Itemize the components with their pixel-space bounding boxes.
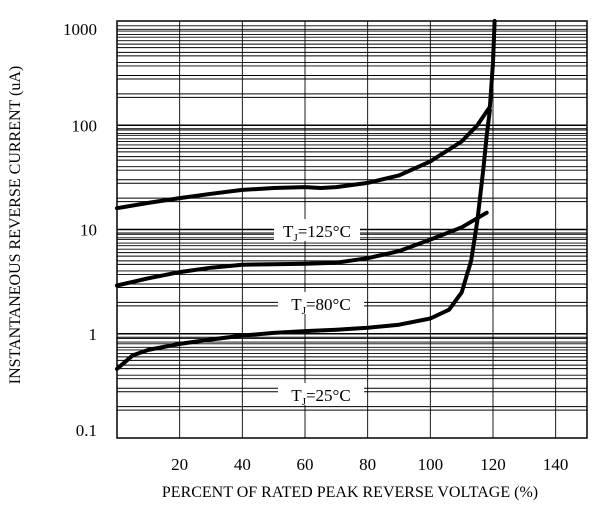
x-tick-label: 60 — [297, 455, 314, 474]
tick-labels: 20 40 60 80 100 120 140 1000 100 10 1 0.1 — [63, 20, 568, 474]
x-tick-label: 40 — [234, 455, 251, 474]
x-tick-label: 100 — [418, 455, 444, 474]
series-line-2 — [115, 210, 489, 288]
series-lines — [115, 19, 497, 371]
series-line-1 — [115, 19, 497, 211]
x-axis-title: PERCENT OF RATED PEAK REVERSE VOLTAGE (%… — [162, 484, 538, 501]
x-tick-label: 20 — [171, 455, 188, 474]
plot-border — [116, 20, 588, 439]
y-tick-label: 10 — [80, 221, 97, 240]
curve-label-2: TJ=80°C — [291, 295, 350, 317]
grid — [117, 21, 587, 438]
x-tick-label: 120 — [480, 455, 506, 474]
curve-label-1: TJ=125°C — [283, 222, 351, 244]
y-axis-title: INSTANTANEOUS REVERSE CURRENT (uA) — [7, 66, 24, 384]
x-tick-label: 140 — [543, 455, 569, 474]
curve-label-bg — [278, 383, 364, 405]
curve-label-bg — [274, 219, 360, 241]
y-tick-label: 1000 — [63, 20, 97, 39]
curve-labels: TJ=125°C TJ=80°C TJ=25°C — [274, 219, 364, 408]
curve-label-bg — [278, 292, 364, 314]
series-line-3 — [115, 108, 492, 371]
plot-frame — [116, 20, 588, 439]
y-tick-label: 0.1 — [76, 421, 97, 440]
y-tick-label: 1 — [89, 325, 98, 344]
curve-label-3: TJ=25°C — [291, 386, 350, 408]
y-tick-label: 100 — [72, 116, 98, 135]
x-tick-label: 80 — [359, 455, 376, 474]
